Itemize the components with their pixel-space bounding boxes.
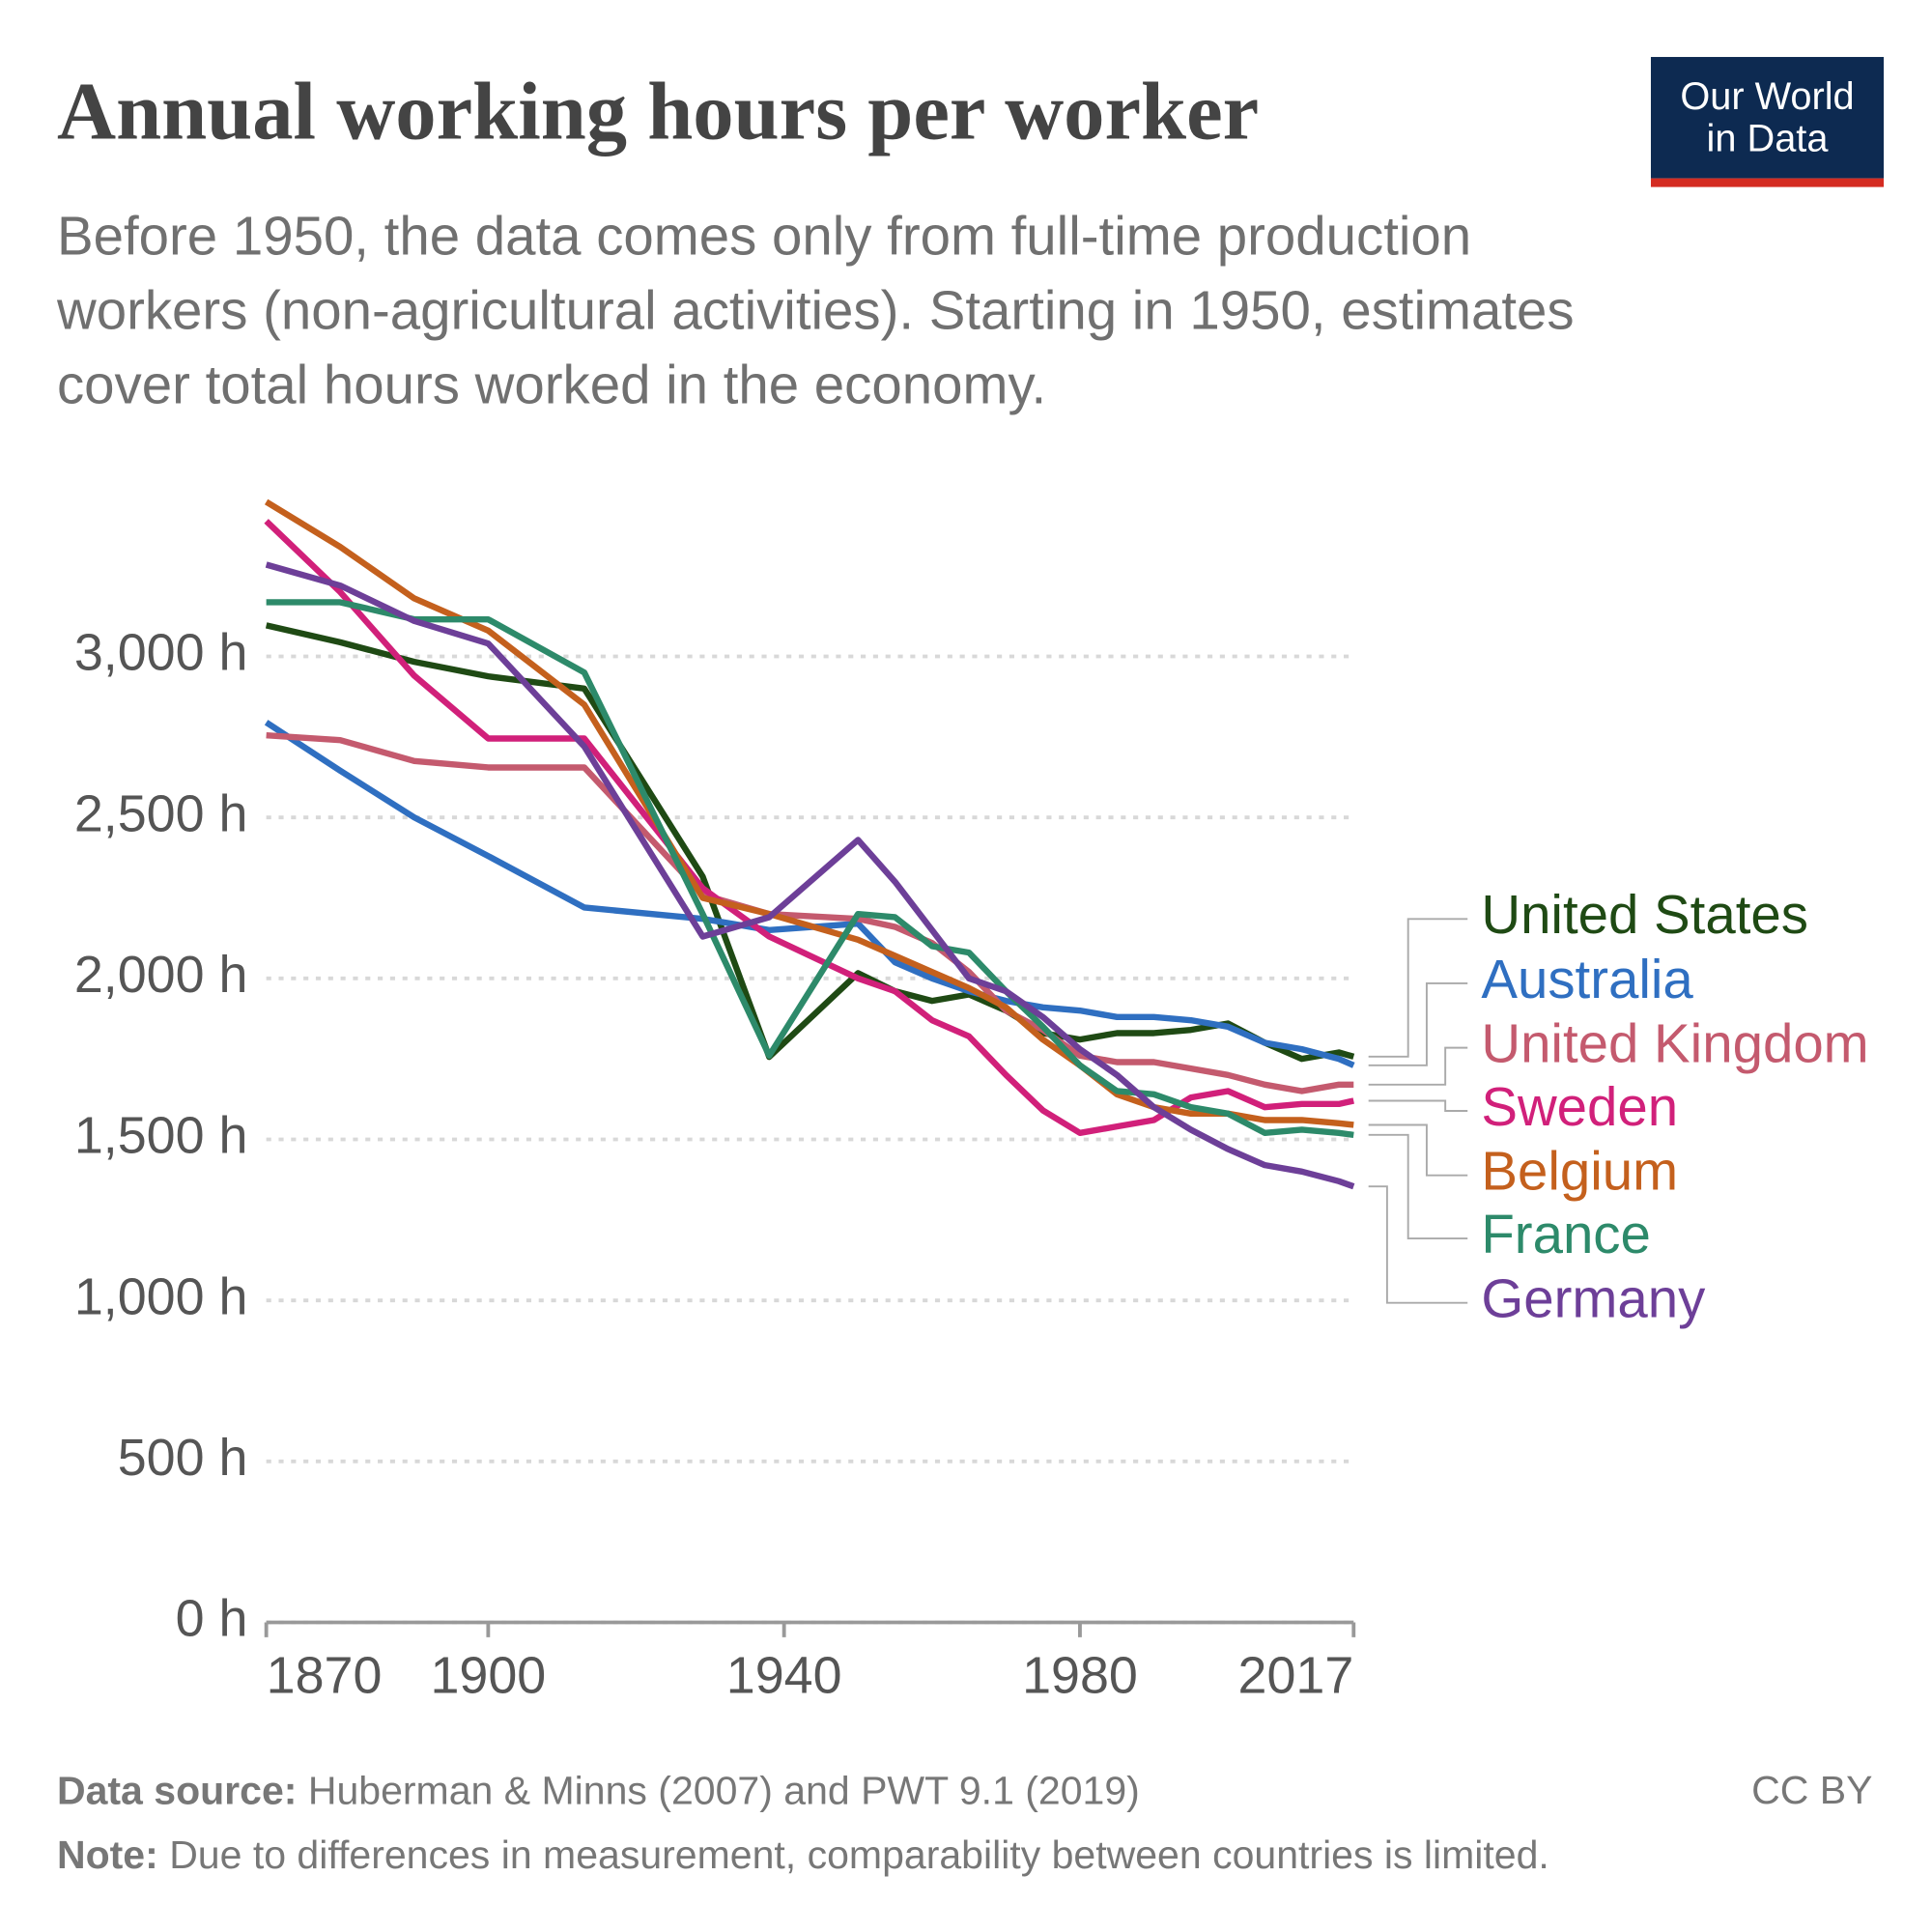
subtitle: cover total hours worked in the economy. [57, 354, 1046, 414]
legend-connector [1368, 918, 1468, 1058]
series-line [264, 519, 1354, 1137]
y-tick-label: 1,500 h [74, 1107, 248, 1165]
legend-label: United States [1481, 884, 1808, 945]
y-tick-label: 0 h [176, 1590, 248, 1648]
legend-connector [1368, 1099, 1468, 1112]
x-tick-label: 1980 [1022, 1647, 1138, 1705]
logo-bar [1650, 178, 1884, 187]
plot: 0 h 500 h 1,000 h 1,500 h 2,000 h 2,500 h 3,00… [74, 498, 1869, 1705]
series-line [265, 561, 1355, 1190]
y-tick-label: 3,000 h [74, 624, 248, 682]
logo-box [1650, 56, 1884, 179]
legend-connector [1368, 1185, 1468, 1304]
y-tick-label: 2,500 h [74, 784, 248, 842]
note: Note: Due to differences in measurement,… [57, 1833, 1549, 1877]
legend-label: United Kingdom [1481, 1013, 1868, 1074]
logo-text: Our World [1680, 75, 1854, 118]
series-line [266, 731, 1354, 1094]
source: Data source: Huberman & Minns (2007) and… [57, 1768, 1140, 1812]
legend-label: Australia [1481, 949, 1693, 1009]
subtitle: Before 1950, the data comes only from fu… [57, 206, 1471, 267]
note-text: Due to differences in measurement, compa… [169, 1833, 1549, 1877]
logo: Our World in Data [1650, 56, 1884, 187]
legend-connector [1368, 1133, 1468, 1240]
note-label: Note: [57, 1833, 158, 1877]
logo-text: in Data [1707, 118, 1830, 160]
x-tick-label: 2017 [1238, 1647, 1354, 1705]
y-tick-label: 2,000 h [74, 946, 248, 1004]
chart-title: Annual working hours per worker [57, 68, 1259, 157]
license: CC BY [1751, 1768, 1872, 1812]
source-label: Data source: [57, 1768, 297, 1812]
x-tick-label: 1870 [267, 1647, 383, 1705]
source-text: Huberman & Minns (2007) and PWT 9.1 (201… [308, 1768, 1140, 1812]
y-tick-label: 500 h [118, 1429, 248, 1487]
legend-label: Belgium [1481, 1141, 1678, 1202]
x-tick-label: 1940 [726, 1647, 842, 1705]
subtitle: workers (non-agricultural activities). S… [56, 280, 1575, 341]
series-line [266, 599, 1354, 1139]
legend-label: Germany [1481, 1268, 1706, 1329]
legend-connector [1368, 1046, 1468, 1086]
legend-connector [1368, 981, 1468, 1066]
series-line [264, 498, 1354, 1128]
legend-connector [1368, 1123, 1468, 1177]
legend-label: France [1481, 1204, 1651, 1264]
legend-label: Sweden [1481, 1076, 1678, 1137]
x-tick-label: 1900 [430, 1647, 546, 1705]
y-tick-label: 1,000 h [74, 1267, 248, 1325]
